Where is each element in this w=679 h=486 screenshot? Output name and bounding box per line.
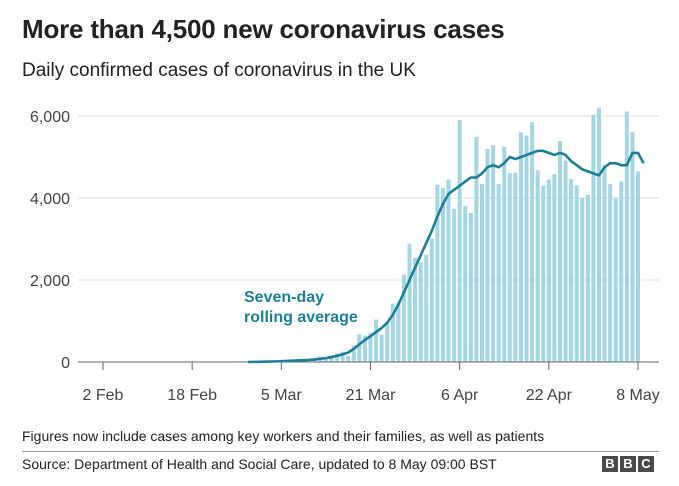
logo-letter-1: B	[602, 456, 618, 472]
chart-title: More than 4,500 new coronavirus cases	[22, 14, 505, 44]
y-tick-label: 0	[61, 355, 70, 372]
footer-divider	[22, 451, 659, 452]
bar	[619, 181, 624, 362]
bar	[335, 353, 340, 362]
bar	[557, 141, 562, 362]
bar	[491, 145, 496, 362]
bar	[552, 174, 557, 362]
bar	[474, 136, 479, 362]
bar	[574, 185, 579, 362]
bar	[608, 184, 613, 362]
bar	[407, 243, 412, 362]
x-tick-label: 22 Apr	[526, 387, 573, 404]
bar	[613, 198, 618, 362]
bar	[546, 179, 551, 362]
bar	[585, 194, 590, 362]
bar	[413, 257, 418, 362]
cases-chart: 0 2,000 4,000 6,000 2 Feb 18 Feb 5 Mar 21 Mar 6 …	[30, 107, 660, 404]
bar	[401, 274, 406, 362]
y-tick-label: 4,000	[30, 191, 70, 208]
bar	[329, 355, 334, 362]
x-tick-label: 2 Feb	[83, 387, 124, 404]
bar	[468, 213, 473, 362]
bar	[518, 132, 523, 362]
bbc-logo: B B C	[602, 456, 654, 472]
logo-letter-3: C	[638, 456, 654, 472]
y-tick-label: 2,000	[30, 273, 70, 290]
bar	[535, 170, 540, 362]
logo-letter-2: B	[620, 456, 636, 472]
bar	[463, 206, 468, 362]
bar	[569, 179, 574, 362]
bar	[541, 185, 546, 362]
bar	[507, 173, 512, 362]
bar	[591, 114, 596, 362]
x-tick-label: 8 May	[616, 387, 660, 404]
rolling-average-annotation: rolling average	[244, 309, 358, 326]
bar	[357, 334, 362, 362]
bar	[429, 238, 434, 362]
bar	[457, 119, 462, 363]
bar	[351, 345, 356, 362]
bar	[435, 184, 440, 362]
bar	[452, 208, 457, 362]
bar	[563, 160, 568, 362]
x-tick-label: 5 Mar	[261, 387, 303, 404]
bar	[496, 183, 501, 362]
bar	[596, 107, 601, 362]
bar	[479, 183, 484, 362]
x-tick-label: 18 Feb	[167, 387, 217, 404]
bar	[446, 179, 451, 362]
source-text: Source: Department of Health and Social …	[22, 456, 497, 472]
bar	[424, 254, 429, 362]
bar	[624, 111, 629, 362]
bar	[580, 198, 585, 362]
bar	[513, 172, 518, 362]
bar	[485, 149, 490, 362]
bar	[635, 171, 641, 362]
bar	[390, 303, 395, 362]
chart-subtitle: Daily confirmed cases of coronavirus in …	[22, 60, 416, 81]
bar	[346, 355, 351, 362]
x-tick-label: 21 Mar	[346, 387, 396, 404]
bar	[524, 135, 529, 362]
rolling-average-annotation: Seven-day	[244, 289, 324, 306]
rolling-average-line	[247, 149, 645, 364]
bar	[530, 122, 535, 363]
bar	[385, 322, 390, 362]
x-tick-label: 6 Apr	[441, 387, 479, 404]
bar	[502, 146, 507, 362]
footnote: Figures now include cases among key work…	[22, 428, 545, 444]
bar	[368, 332, 373, 362]
bar	[418, 262, 423, 362]
bar	[362, 335, 367, 362]
bar	[602, 164, 607, 362]
bar	[440, 187, 445, 362]
bar	[396, 302, 401, 362]
bar	[323, 357, 328, 362]
bar	[379, 334, 384, 362]
bar	[374, 319, 379, 362]
y-tick-label: 6,000	[30, 109, 70, 126]
bar	[340, 351, 345, 362]
bar	[630, 131, 635, 362]
